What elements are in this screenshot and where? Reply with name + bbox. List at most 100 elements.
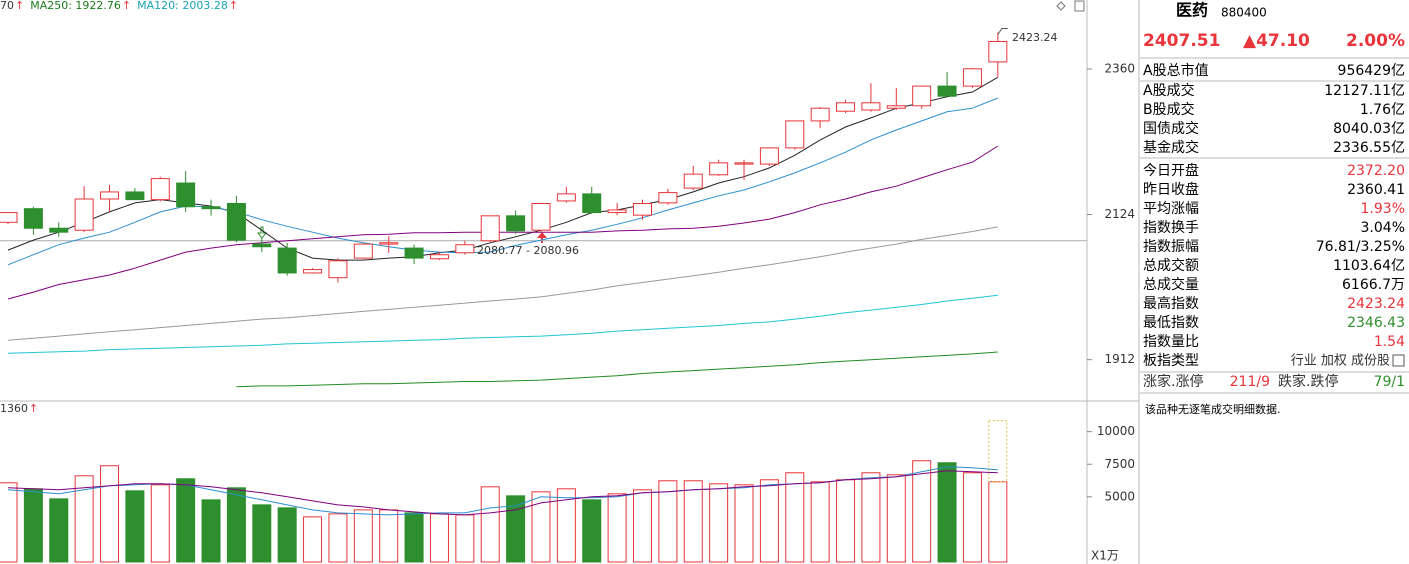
signal-arrow (537, 232, 547, 243)
candle-body (506, 215, 526, 232)
candle-body (277, 247, 297, 274)
breadth-label: 涨家.涨停 (1143, 373, 1203, 390)
volume-bar (404, 512, 424, 563)
candle-body (0, 212, 18, 223)
candle-body (709, 162, 729, 176)
candle-body (176, 182, 196, 208)
tool-icon[interactable] (1056, 1, 1066, 11)
volume-bar (201, 499, 221, 563)
row-label: 昨日收盘 (1143, 181, 1199, 198)
volume-bar (455, 514, 475, 563)
candle-body (379, 242, 399, 245)
candle-body (531, 203, 551, 231)
candle-body (886, 105, 906, 109)
volume-bar (607, 493, 627, 563)
volume-bar (836, 479, 856, 563)
candle-body (480, 215, 500, 242)
price: 2407.51 (1143, 31, 1220, 51)
y-tick-label: 10000 (1097, 424, 1135, 438)
volume-bar (556, 488, 576, 563)
board-icon[interactable] (1392, 354, 1405, 367)
change: ▲47.10 (1243, 31, 1310, 51)
candle-body (125, 191, 145, 201)
volume-bar (506, 495, 526, 563)
candle-body (988, 41, 1008, 63)
volume-bar (252, 504, 272, 563)
volume-bar (988, 481, 1008, 563)
volume-bar (226, 487, 246, 563)
row-label: 指数量比 (1143, 334, 1199, 350)
volume-bar (810, 481, 830, 563)
row-label: 今日开盘 (1143, 162, 1199, 179)
row-value: 76.81/3.25% (1316, 239, 1405, 255)
ma-line (7, 76, 999, 261)
legend-arrow: ↑ (229, 0, 238, 12)
axis-unit: X1万 (1091, 549, 1119, 563)
legend-arrow: ↑ (29, 402, 38, 415)
candle-body (810, 107, 830, 122)
y-tick-label: 2360 (1104, 62, 1135, 76)
legend-label: MA250: 1922.76 (30, 0, 121, 12)
legend-label: MA120: 2003.28 (137, 0, 228, 12)
candle-body (937, 85, 957, 97)
volume-bar (100, 465, 120, 563)
legend-label: 1360 (0, 402, 28, 415)
candle-body (658, 192, 678, 204)
row-value: 12127.11亿 (1324, 83, 1405, 99)
volume-bar (759, 479, 779, 563)
volume-bar (429, 513, 449, 563)
row-label: 基金成交 (1143, 139, 1199, 156)
row-label: A股总市值 (1143, 62, 1209, 79)
y-tick-label: 2124 (1104, 207, 1135, 221)
y-tick-label: 5000 (1104, 489, 1135, 503)
row-value: 8040.03亿 (1333, 121, 1405, 137)
row-value: 1.54 (1374, 334, 1405, 350)
candle-body (633, 203, 652, 216)
row-label: 指数换手 (1143, 219, 1199, 236)
legend-arrow: ↑ (122, 0, 131, 12)
candle-body (49, 227, 69, 233)
candle-body (429, 254, 449, 260)
y-tick-label: 7500 (1104, 457, 1135, 471)
candle-body (556, 193, 576, 202)
volume-bar (582, 499, 602, 563)
candle-body (74, 198, 94, 231)
row-label: 国债成交 (1143, 120, 1199, 137)
volume-bar (912, 460, 932, 563)
volume-bar (480, 486, 500, 563)
candle-body (404, 247, 424, 259)
row-value: 6166.7万 (1342, 277, 1405, 293)
candle-body (201, 206, 221, 210)
row-label: 平均涨幅 (1143, 201, 1199, 217)
row-value: 956429亿 (1338, 63, 1405, 79)
index-name: 医药 (1176, 1, 1208, 20)
volume-bar (125, 490, 145, 563)
volume-bar (303, 516, 323, 563)
row-value: 3.04% (1361, 220, 1405, 236)
volume-bar (683, 480, 703, 563)
row-label: A股成交 (1143, 82, 1195, 99)
row-label: 最低指数 (1143, 315, 1199, 331)
row-label: B股成交 (1143, 101, 1195, 118)
row-value: 2423.24 (1347, 296, 1405, 312)
candle-body (785, 120, 805, 149)
volume-bar (886, 474, 906, 563)
candle-body (607, 209, 627, 214)
annotation: 2080.77 - 2080.96 (477, 244, 579, 257)
annotation: 2423.24 (1012, 31, 1058, 44)
row-value: 2336.55亿 (1333, 140, 1405, 156)
breadth-value: 79/1 (1374, 374, 1405, 390)
ma-line (7, 294, 998, 354)
breadth-value: 211/9 (1230, 374, 1270, 390)
volume-bar (962, 472, 982, 563)
row-label: 总成交量 (1143, 276, 1199, 293)
volume-bar (734, 484, 754, 563)
tool-icon[interactable] (1074, 0, 1085, 12)
legend-arrow: ↑ (15, 0, 24, 12)
row-value: 2360.41 (1347, 182, 1405, 198)
row-value: 1.76亿 (1360, 102, 1405, 118)
candle-body (455, 244, 475, 254)
volume-bar (353, 509, 373, 563)
volume-bar (150, 484, 170, 563)
